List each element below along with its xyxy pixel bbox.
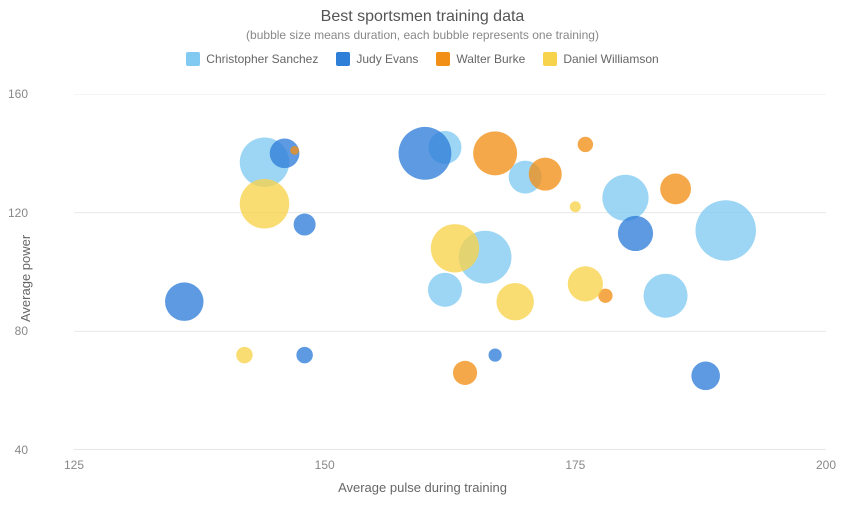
bubble[interactable] (489, 348, 502, 361)
legend-label: Walter Burke (456, 52, 525, 66)
y-tick-label: 120 (0, 206, 28, 220)
legend-label: Daniel Williamson (563, 52, 658, 66)
bubble[interactable] (568, 266, 603, 301)
chart-title: Best sportsmen training data (0, 0, 845, 26)
x-tick-label: 125 (64, 458, 84, 472)
bubble-chart: Best sportsmen training data (bubble siz… (0, 0, 845, 515)
legend-label: Christopher Sanchez (206, 52, 318, 66)
bubble[interactable] (296, 347, 313, 364)
plot-area: 1251501752004080120160 (74, 94, 826, 450)
chart-subtitle: (bubble size means duration, each bubble… (0, 28, 845, 42)
x-axis-label: Average pulse during training (0, 480, 845, 495)
bubble[interactable] (290, 146, 299, 155)
y-tick-label: 160 (0, 87, 28, 101)
bubble[interactable] (431, 224, 479, 272)
legend: Christopher Sanchez Judy Evans Walter Burk… (0, 52, 845, 66)
bubble[interactable] (453, 361, 477, 385)
x-tick-label: 175 (565, 458, 585, 472)
bubble[interactable] (618, 216, 653, 251)
x-tick-label: 150 (315, 458, 335, 472)
bubble[interactable] (428, 273, 462, 307)
legend-item[interactable]: Walter Burke (436, 52, 525, 66)
bubbles (165, 127, 756, 390)
bubble[interactable] (695, 200, 756, 261)
bubble[interactable] (496, 283, 533, 320)
plot-svg (74, 94, 826, 450)
legend-item[interactable]: Judy Evans (336, 52, 418, 66)
legend-item[interactable]: Daniel Williamson (543, 52, 658, 66)
bubble[interactable] (691, 362, 720, 391)
bubble[interactable] (294, 214, 316, 236)
bubble[interactable] (399, 127, 452, 180)
bubble[interactable] (236, 347, 253, 364)
bubble[interactable] (602, 175, 648, 221)
legend-swatch (186, 52, 200, 66)
legend-swatch (543, 52, 557, 66)
bubble[interactable] (660, 174, 691, 205)
x-tick-label: 200 (816, 458, 836, 472)
y-tick-label: 40 (0, 443, 28, 457)
bubble[interactable] (165, 282, 204, 321)
legend-swatch (436, 52, 450, 66)
legend-swatch (336, 52, 350, 66)
bubble[interactable] (240, 179, 289, 229)
bubble[interactable] (529, 158, 562, 191)
legend-label: Judy Evans (356, 52, 418, 66)
bubble[interactable] (644, 274, 688, 318)
legend-item[interactable]: Christopher Sanchez (186, 52, 318, 66)
bubble[interactable] (473, 131, 517, 175)
y-tick-label: 80 (0, 324, 28, 338)
bubble[interactable] (570, 201, 581, 212)
bubble[interactable] (578, 137, 593, 152)
y-axis-label: Average power (18, 235, 33, 322)
